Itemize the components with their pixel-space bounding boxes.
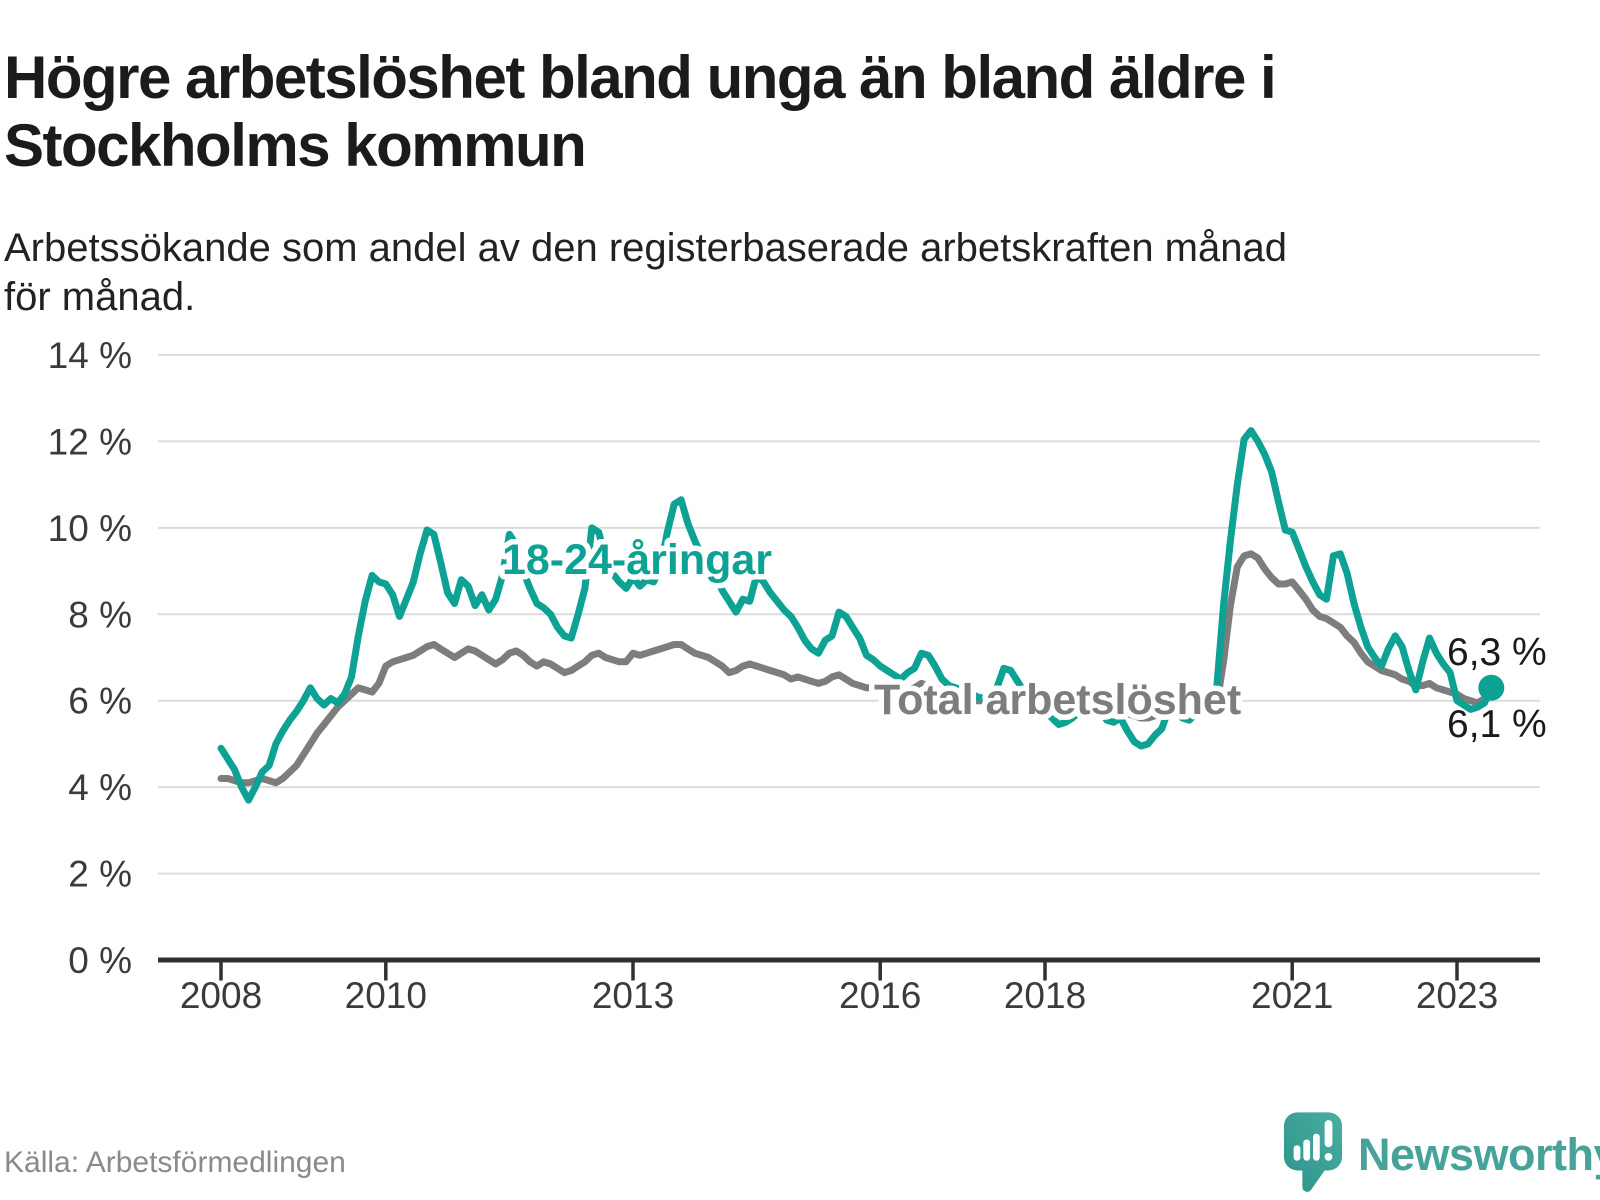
y-tick-label: 6 % [68,681,132,722]
x-tick-label: 2023 [1416,975,1498,1016]
y-tick-label: 8 % [68,594,132,635]
newsworthy-logo: Newsworthy [1282,1110,1600,1196]
series-end-dot [1478,674,1505,701]
chart-title: Högre arbetslöshet bland unga än bland ä… [4,44,1277,179]
y-tick-label: 4 % [68,767,132,808]
source-note: Källa: Arbetsförmedlingen [4,1146,346,1179]
y-tick-label: 0 % [68,940,132,981]
y-tick-label: 12 % [48,421,132,462]
x-tick-label: 2018 [1004,975,1086,1016]
end-value-label-total: 6,1 % [1447,703,1547,746]
series-line-youth [217,427,1495,804]
newsworthy-wordmark: Newsworthy [1358,1129,1600,1180]
x-tick-label: 2010 [345,975,427,1016]
bar-chart-glyph [1293,1120,1333,1161]
exclamation-bar [1324,1120,1333,1148]
x-tick-label: 2021 [1251,975,1333,1016]
newsworthy-bubble-icon [1283,1112,1343,1192]
y-tick-label: 2 % [68,854,132,895]
chart-subtitle: Arbetssökande som andel av den registerb… [4,226,1287,320]
x-tick-label: 2008 [180,975,262,1016]
series-label-total: Total arbetslöshet [874,676,1241,724]
series-line-total [217,550,1495,787]
x-tick-label: 2013 [592,975,674,1016]
series-label-youth: 18-24-åringar [502,536,772,584]
y-tick-label: 10 % [48,508,132,549]
exclamation-dot [1324,1153,1333,1161]
y-tick-label: 14 % [48,335,132,376]
end-value-label-youth: 6,3 % [1447,631,1547,674]
x-tick-label: 2016 [839,975,921,1016]
